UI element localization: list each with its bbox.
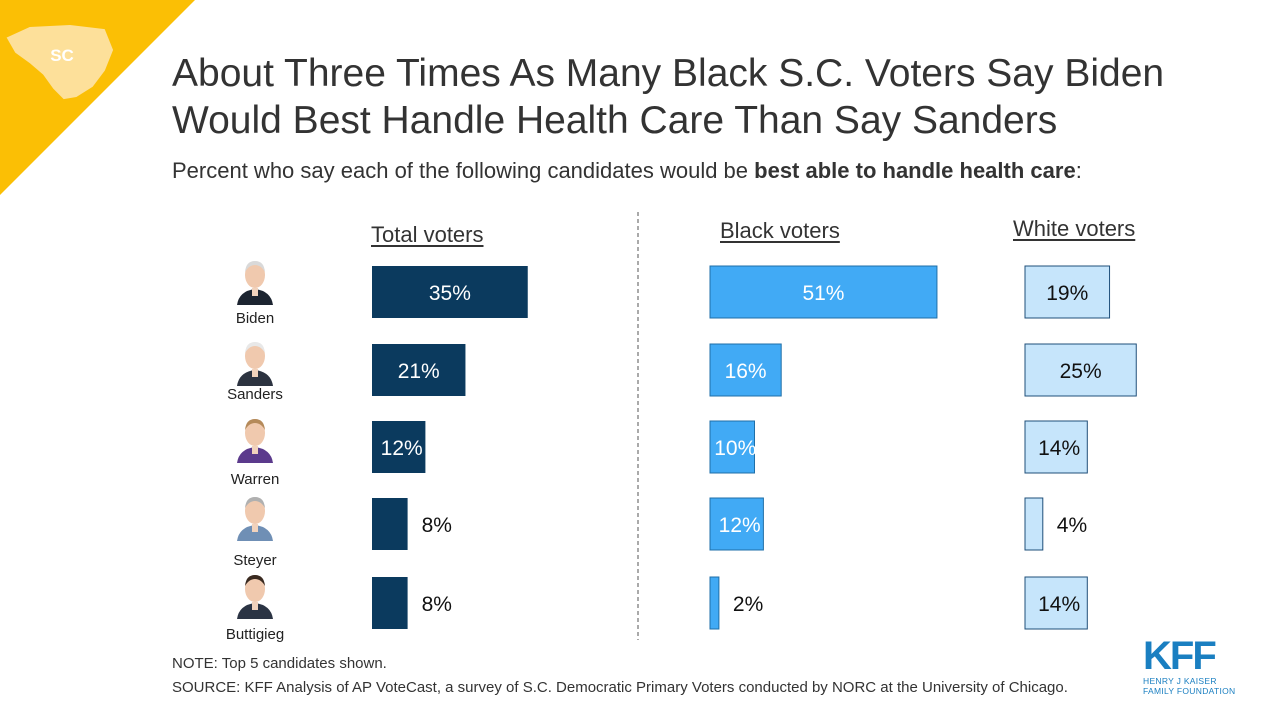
subtitle: Percent who say each of the following ca… (172, 158, 1082, 184)
portrait-buttigieg-icon (237, 575, 273, 619)
bar-black-sanders (709, 343, 782, 397)
data-label-black-steyer: 12% (719, 514, 761, 537)
candidate-label-biden: Biden (235, 310, 275, 327)
page-title: About Three Times As Many Black S.C. Vot… (172, 52, 1165, 142)
footer-note: NOTE: Top 5 candidates shown. (172, 655, 387, 672)
data-label-white-buttigieg: 14% (1038, 593, 1080, 616)
data-label-black-warren: 10% (714, 437, 756, 460)
bar-total-biden (372, 266, 528, 318)
footer-source: SOURCE: KFF Analysis of AP VoteCast, a s… (172, 679, 1068, 696)
data-label-total-biden: 35% (429, 282, 471, 305)
logo-line-1: HENRY J KAISER (1143, 676, 1217, 686)
data-label-black-buttigieg: 2% (733, 593, 763, 616)
kff-logo: KFF HENRY J KAISER FAMILY FOUNDATION (1143, 636, 1243, 696)
data-label-total-sanders: 21% (398, 360, 440, 383)
logo-wordmark: KFF (1143, 634, 1217, 678)
bar-total-sanders (372, 344, 466, 396)
bar-total-warren (372, 421, 426, 473)
data-label-total-warren: 12% (381, 437, 423, 460)
state-badge: SC (0, 0, 195, 195)
bar-white-sanders (1024, 343, 1137, 397)
data-label-total-steyer: 8% (422, 514, 452, 537)
data-label-white-steyer: 4% (1057, 514, 1087, 537)
portrait-sanders-icon (237, 342, 273, 386)
candidate-label-buttigieg: Buttigieg (225, 626, 285, 643)
state-abbr: SC (50, 46, 74, 65)
data-label-white-warren: 14% (1038, 437, 1080, 460)
bar-total-steyer (372, 498, 408, 550)
bar-black-buttigieg (709, 576, 720, 630)
subtitle-bold: best able to handle health care (754, 158, 1076, 183)
data-label-black-sanders: 16% (725, 360, 767, 383)
bar-black-biden (709, 265, 938, 319)
data-label-white-sanders: 25% (1060, 360, 1102, 383)
data-label-white-biden: 19% (1046, 282, 1088, 305)
column-header-black: Black voters (720, 218, 840, 243)
candidate-label-steyer: Steyer (233, 552, 277, 569)
portrait-biden-icon (237, 261, 273, 305)
portrait-steyer-icon (237, 497, 273, 541)
portrait-warren-icon (237, 419, 273, 463)
bar-total-buttigieg (372, 577, 408, 629)
logo-line-2: FAMILY FOUNDATION (1143, 686, 1236, 696)
column-header-total: Total voters (371, 222, 484, 247)
bar-black-steyer (709, 497, 764, 551)
bar-white-steyer (1024, 497, 1044, 551)
candidate-label-sanders: Sanders (227, 386, 283, 403)
bar-black-warren (709, 420, 755, 474)
subtitle-prefix: Percent who say each of the following ca… (172, 158, 755, 183)
subtitle-suffix: : (1075, 158, 1082, 183)
logo-subtitle: HENRY J KAISER FAMILY FOUNDATION (1143, 676, 1243, 696)
south-carolina-map-icon (6, 24, 114, 100)
candidate-label-warren: Warren (230, 471, 280, 488)
column-header-white: White voters (1013, 216, 1136, 241)
data-label-black-biden: 51% (802, 282, 844, 305)
bar-white-warren (1024, 420, 1088, 474)
bar-white-biden (1024, 265, 1111, 319)
data-label-total-buttigieg: 8% (422, 593, 452, 616)
bar-white-buttigieg (1024, 576, 1088, 630)
